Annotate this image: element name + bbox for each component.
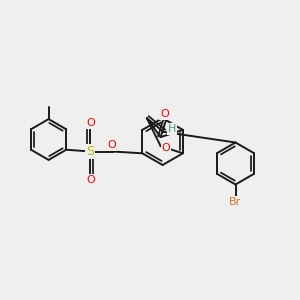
Text: O: O — [160, 109, 169, 119]
Text: O: O — [86, 175, 95, 185]
Text: O: O — [162, 143, 170, 154]
Text: O: O — [86, 118, 95, 128]
Text: O: O — [107, 140, 116, 150]
Text: H: H — [168, 124, 176, 134]
Text: Br: Br — [230, 197, 242, 207]
Text: S: S — [86, 145, 94, 158]
